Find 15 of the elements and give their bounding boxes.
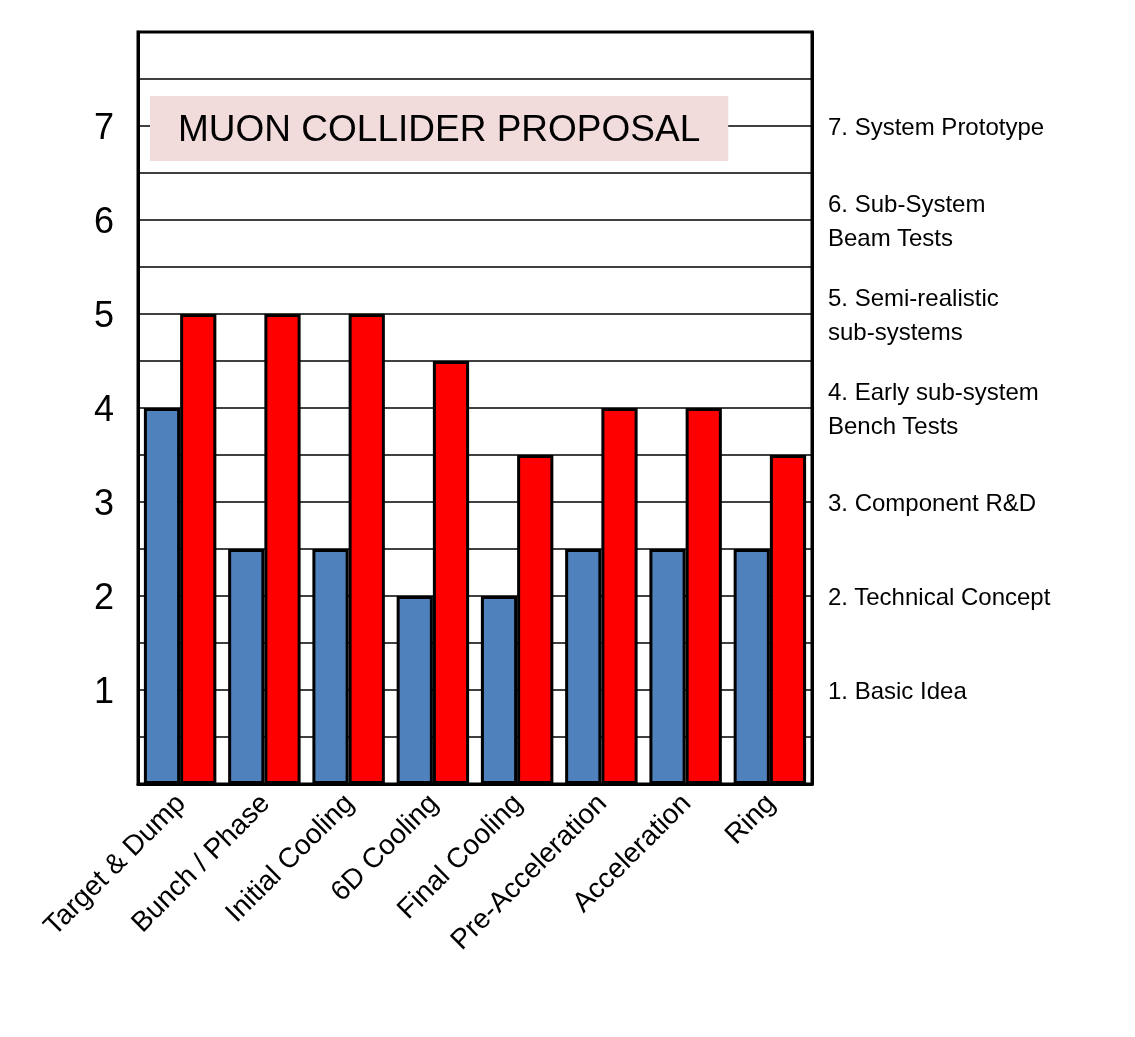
y2-tick-label: 4. Early sub-system Bench Tests (828, 377, 1039, 439)
y2-tick-label: 2. Technical Concept (828, 582, 1051, 610)
text: MUON COLLIDER PROPOSAL (178, 108, 701, 149)
y2-tick-label: 7. System Prototype (828, 112, 1045, 140)
y-tick-label: 2 (93, 575, 114, 617)
y-tick-label: 7 (93, 105, 114, 147)
y2-tick-label: 1. Basic Idea (828, 676, 968, 704)
y-tick-label: 4 (93, 387, 114, 429)
y-tick-label: 3 (93, 481, 114, 523)
y2-tick-label: 6. Sub-System Beam Tests (828, 189, 986, 251)
y-tick-label: 6 (93, 199, 114, 241)
y2-tick-label: 5. Semi-realistic sub-systems (828, 283, 999, 345)
y2-tick-label: 3. Component R&D (828, 488, 1037, 516)
y-tick-label: 5 (93, 293, 114, 335)
y-tick-label: 1 (93, 669, 114, 711)
